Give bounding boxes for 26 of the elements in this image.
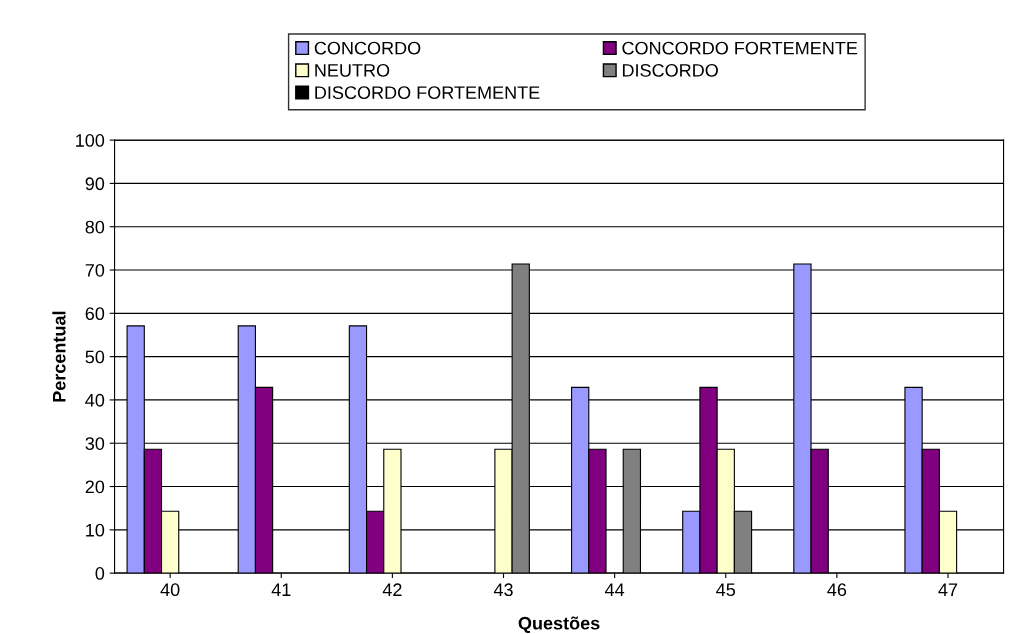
x-axis-title: Questões [518, 616, 600, 633]
y-tick-label: 20 [85, 480, 105, 494]
y-tick-label: 50 [85, 350, 105, 364]
y-tick-label: 0 [95, 567, 105, 580]
y-axis-title: Percentual [52, 311, 66, 402]
x-tick-label: 46 [827, 583, 847, 597]
y-tick-label: 60 [85, 307, 105, 321]
legend-label: DISCORDO FORTEMENTE [315, 86, 540, 100]
x-tick-label: 44 [605, 583, 625, 596]
legend-label: DISCORDO [622, 63, 718, 77]
x-tick-label: 41 [271, 583, 291, 596]
y-tick-label: 100 [76, 134, 105, 147]
x-tick-label: 40 [160, 583, 180, 597]
x-tick-label: 45 [716, 583, 736, 597]
legend-label: CONCORDO [314, 41, 421, 55]
y-tick-label: 70 [85, 263, 105, 277]
x-tick-label: 42 [382, 583, 402, 596]
y-tick-label: 90 [85, 177, 105, 191]
y-tick-label: 10 [86, 523, 105, 537]
x-tick-label: 43 [493, 583, 513, 597]
x-tick-label: 47 [938, 583, 958, 596]
y-tick-label: 80 [85, 220, 105, 234]
y-tick-label: 40 [85, 393, 105, 407]
legend-label: CONCORDO FORTEMENTE [622, 41, 858, 55]
legend-label: NEUTRO [315, 63, 390, 77]
y-tick-label: 30 [85, 437, 105, 450]
